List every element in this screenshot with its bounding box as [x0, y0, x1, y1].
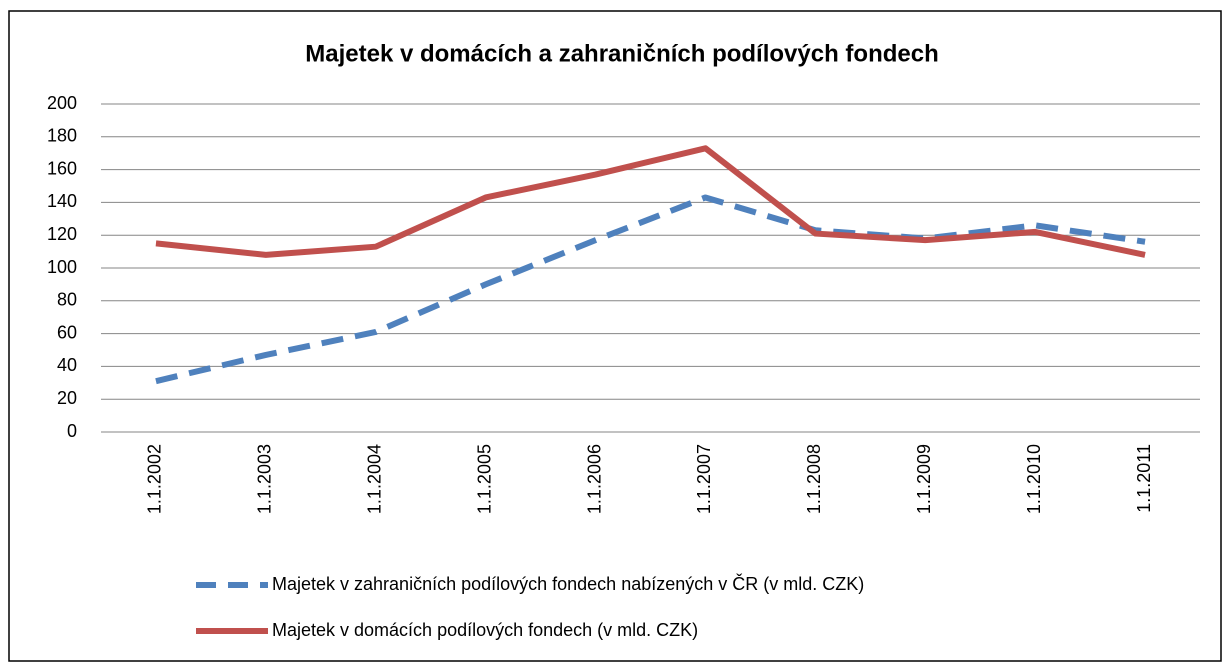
y-tick-label: 160	[47, 158, 77, 178]
x-tick-label: 1.1.2002	[145, 444, 165, 514]
y-tick-label: 40	[57, 355, 77, 375]
x-tick-label: 1.1.2004	[365, 444, 385, 514]
y-tick-label: 140	[47, 191, 77, 211]
chart-title: Majetek v domácích a zahraničních podílo…	[305, 40, 939, 67]
x-tick-label: 1.1.2003	[255, 444, 275, 514]
chart-frame	[8, 10, 1222, 662]
y-tick-label: 60	[57, 322, 77, 342]
y-tick-label: 0	[67, 421, 77, 441]
x-tick-label: 1.1.2008	[804, 444, 824, 514]
legend-label: Majetek v domácích podílových fondech (v…	[272, 620, 698, 640]
y-tick-label: 80	[57, 290, 77, 310]
y-tick-label: 200	[47, 93, 77, 113]
x-tick-label: 1.1.2006	[584, 444, 604, 514]
x-tick-label: 1.1.2009	[914, 444, 934, 514]
legend-label: Majetek v zahraničních podílových fondec…	[272, 573, 864, 594]
series-line	[155, 194, 1146, 385]
y-tick-label: 100	[47, 257, 77, 277]
x-tick-label: 1.1.2005	[474, 444, 494, 514]
x-tick-label: 1.1.2010	[1024, 444, 1044, 514]
x-tick-label: 1.1.2011	[1134, 444, 1154, 513]
y-tick-label: 20	[57, 388, 77, 408]
y-tick-label: 180	[47, 126, 77, 146]
y-tick-label: 120	[47, 224, 77, 244]
series-line	[155, 145, 1146, 258]
x-tick-label: 1.1.2007	[694, 444, 714, 514]
